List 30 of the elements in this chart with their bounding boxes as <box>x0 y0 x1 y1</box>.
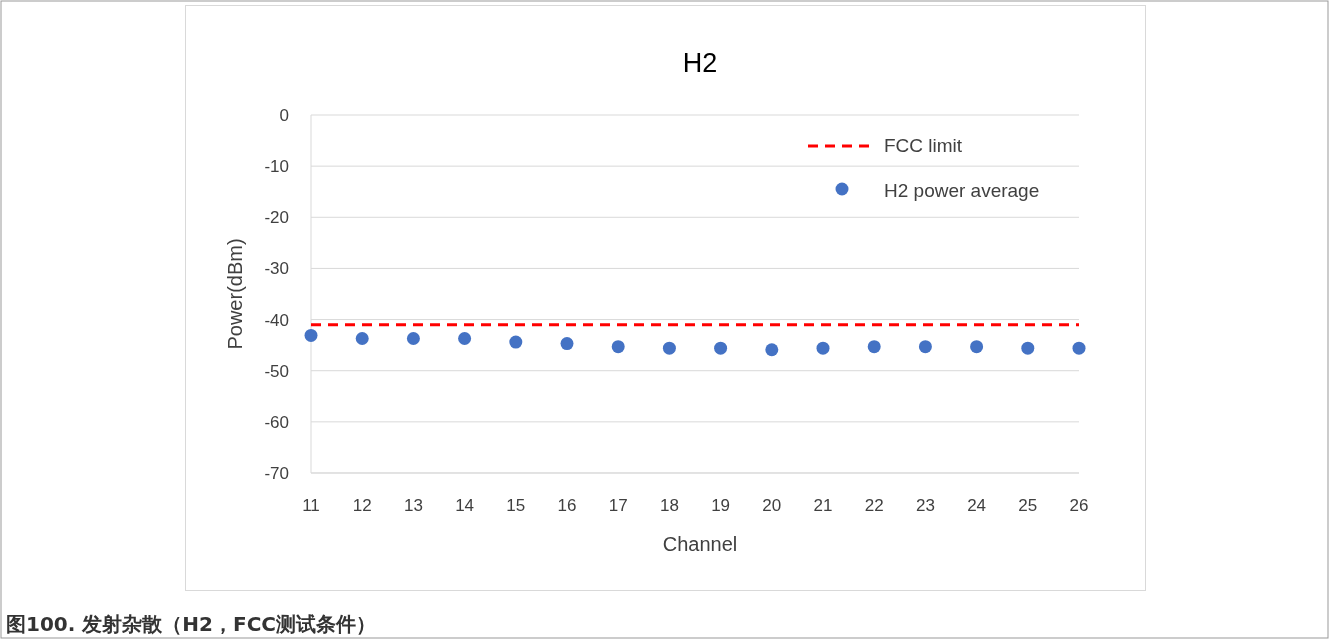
y-tick-label: -40 <box>264 310 289 330</box>
x-tick-label: 11 <box>302 496 320 515</box>
x-tick-label: 17 <box>608 496 628 515</box>
x-tick-label: 25 <box>1018 496 1038 515</box>
y-tick-label: -30 <box>264 259 289 279</box>
x-tick-label: 13 <box>403 496 423 515</box>
x-tick-label: 21 <box>813 496 833 515</box>
x-tick-label: 22 <box>864 496 884 515</box>
legend-label: FCC limit <box>884 135 963 156</box>
x-tick-label: 19 <box>711 496 731 515</box>
y-tick-label: -50 <box>264 361 289 381</box>
y-tick-label: -20 <box>264 208 289 228</box>
y-tick-label: -10 <box>264 157 289 177</box>
y-tick-label: 0 <box>279 106 289 125</box>
x-tick-label: 26 <box>1069 496 1089 515</box>
caption: 图100. 发射杂散（H2，FCC测试条件） <box>6 612 376 636</box>
x-tick-label: 14 <box>455 496 475 515</box>
legend-label: H2 power average <box>884 180 1040 201</box>
chart-title: H2 <box>682 48 718 78</box>
x-tick-label: 15 <box>506 496 526 515</box>
x-tick-label: 12 <box>352 496 372 515</box>
y-tick-label: -60 <box>264 412 289 432</box>
x-tick-label: 18 <box>659 496 679 515</box>
y-tick-label: -70 <box>264 464 289 483</box>
x-tick-label: 20 <box>762 496 782 515</box>
x-tick-label: 23 <box>915 496 935 515</box>
y-axis-title: Power(dBm) <box>224 238 246 350</box>
x-tick-label: 16 <box>557 496 577 515</box>
x-tick-label: 24 <box>967 496 987 515</box>
x-axis-title: Channel <box>662 533 738 555</box>
